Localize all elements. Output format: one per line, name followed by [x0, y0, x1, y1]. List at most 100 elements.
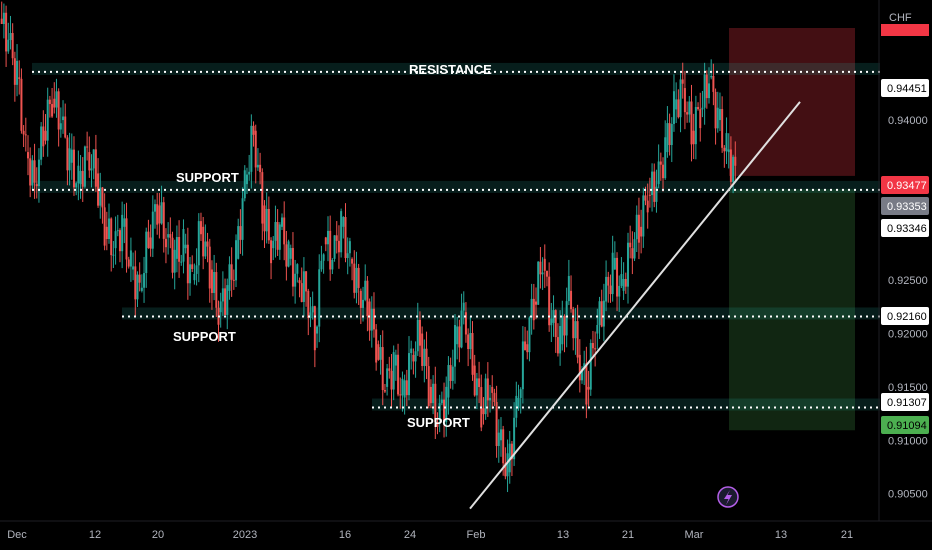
stop-loss-zone[interactable] [729, 28, 855, 176]
candle-body [591, 343, 594, 349]
top-partial-tag [881, 24, 929, 36]
lightning-icon[interactable] [717, 486, 739, 508]
support-lower-tag [881, 393, 929, 411]
price-axis[interactable]: CHF 0.94000 0.92500 0.92000 0.91500 0.91000 0… [888, 12, 928, 501]
support-mid-tag-text: 0.92160 [887, 311, 927, 323]
candle-body [493, 392, 496, 402]
candle-body [162, 202, 165, 239]
support-upper-tag-text: 0.93346 [887, 223, 927, 235]
candle-body [598, 301, 601, 325]
candle-body [191, 264, 194, 269]
candle-body [72, 149, 75, 188]
candle-body [353, 263, 356, 293]
candle-body [405, 380, 408, 396]
candle-body [587, 386, 590, 390]
candle-body [156, 204, 159, 225]
candle-body [219, 301, 222, 313]
candle-body [110, 218, 113, 256]
candle-body [22, 130, 25, 135]
candle-body [138, 274, 141, 283]
candle-body [651, 171, 654, 196]
candle-body [589, 343, 592, 390]
candle-body [556, 337, 559, 354]
candle-body [403, 380, 406, 398]
candle-body [267, 208, 270, 241]
candle-body [16, 60, 19, 85]
support-lower-tag-text: 0.91307 [887, 397, 927, 409]
candle-body [572, 309, 575, 339]
candle-body [357, 267, 360, 288]
candle-body [521, 341, 524, 390]
candle-body [392, 352, 395, 390]
candle-body [151, 211, 154, 249]
candle-body [620, 274, 623, 286]
candle-body [245, 174, 248, 185]
candle-body [228, 264, 231, 291]
candle-body [221, 288, 224, 302]
take-profit-zone[interactable] [729, 189, 855, 431]
target-tag [881, 416, 929, 434]
candle-body [313, 306, 316, 351]
candle-body [432, 383, 435, 404]
candle-body [239, 226, 242, 240]
candle-body [340, 211, 343, 253]
candle-body [408, 353, 411, 396]
candle-body [447, 365, 450, 398]
candle-body [68, 148, 71, 171]
candle-body [467, 334, 470, 350]
candle-body [169, 234, 172, 238]
candle-body [423, 348, 426, 366]
candle-body [723, 147, 726, 152]
candle-body [484, 378, 487, 415]
candle-body [727, 149, 730, 153]
candle-body [366, 280, 369, 317]
time-tick-label: 21 [841, 529, 853, 541]
candle-body [609, 285, 612, 295]
candle-body [416, 319, 419, 352]
candle-body [66, 137, 69, 171]
candle-body [399, 394, 402, 396]
candle-body [359, 290, 362, 308]
candle-body [629, 242, 632, 248]
candle-body [513, 417, 516, 460]
candle-body [456, 326, 459, 345]
candle-body [594, 348, 597, 350]
candle-body [401, 378, 404, 396]
candle-body [377, 344, 380, 360]
candle-body [53, 98, 56, 108]
candle-body [694, 107, 697, 145]
candle-body [721, 109, 724, 148]
candle-body [655, 186, 658, 202]
candle-body [215, 272, 218, 308]
candle-body [596, 324, 599, 334]
candle-body [451, 366, 454, 381]
current-price-tag-text: 0.93477 [887, 180, 927, 192]
candle-body [250, 125, 253, 172]
candle-body [578, 354, 581, 381]
candle-body [482, 408, 485, 415]
candle-body [33, 160, 36, 183]
candle-body [291, 247, 294, 287]
candle-body [550, 318, 553, 326]
candle-body [48, 99, 51, 105]
candle-body [504, 463, 507, 477]
candle-body [616, 257, 619, 297]
candle-body [175, 237, 178, 259]
trendline[interactable] [469, 101, 801, 510]
candle-body [637, 214, 640, 243]
candle-body [232, 279, 235, 281]
candle-body [517, 397, 520, 409]
level-lines [32, 70, 880, 409]
support-upper-zone [32, 180, 880, 193]
candle-body [508, 443, 511, 473]
candle-body [672, 91, 675, 124]
candle-body [688, 101, 691, 115]
resistance-tag [881, 79, 929, 97]
price-tick-label: 0.92500 [888, 275, 928, 287]
candle-body [552, 310, 555, 323]
candle-body [62, 116, 65, 121]
candle-body [64, 116, 67, 138]
time-tick-label: 13 [557, 529, 569, 541]
